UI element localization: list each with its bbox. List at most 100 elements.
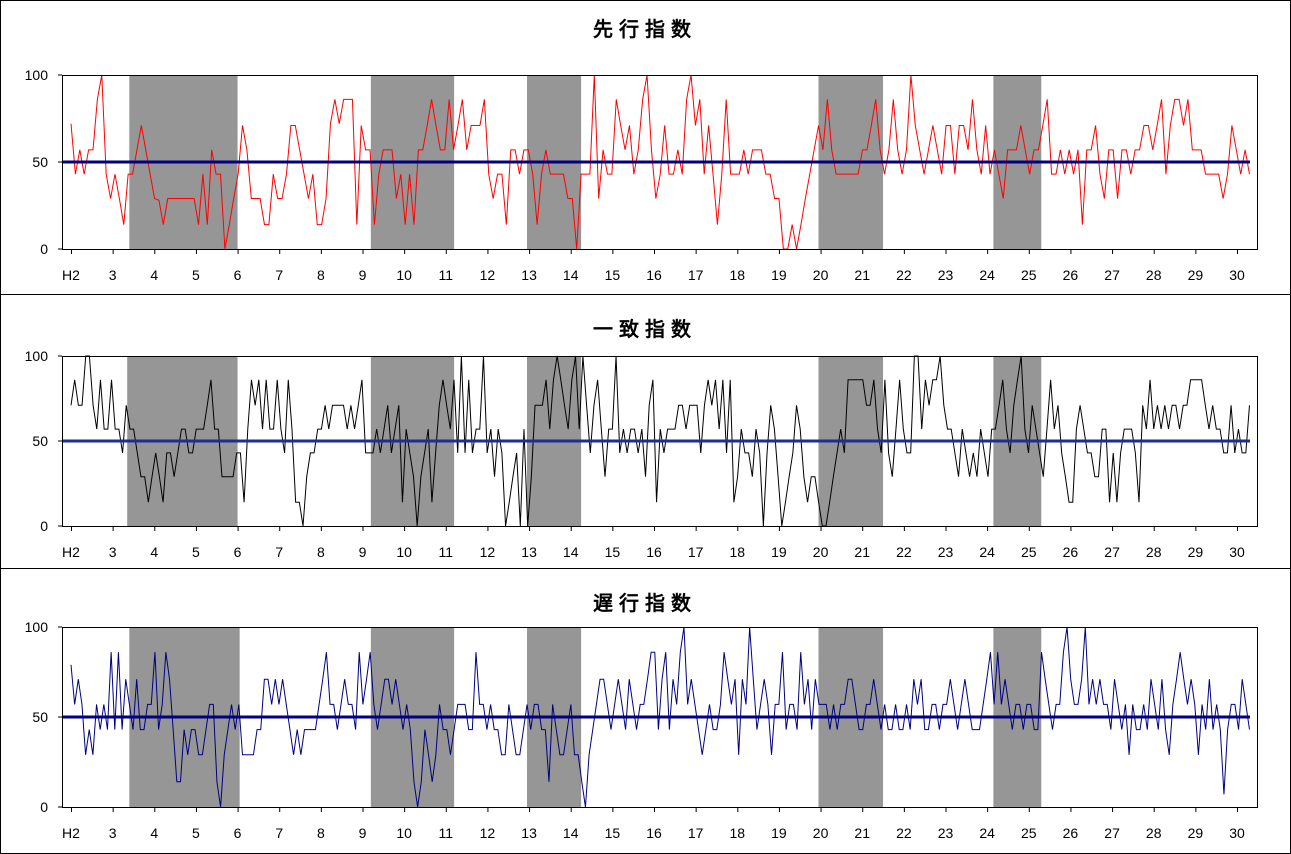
x-tick-label: 23: [938, 544, 954, 560]
x-tick-label: 18: [729, 544, 745, 560]
series-line: [70, 74, 1250, 250]
x-tick-label: 20: [813, 267, 829, 283]
x-tick-label: 3: [109, 825, 117, 841]
x-tick-label: 6: [234, 267, 242, 283]
x-tick-label: 3: [109, 544, 117, 560]
panel-3: 遅行指数 0 50 100 H2 3 4 5 6 7 8 9 10 11 12 13 14 15 16 17 18 19 2…: [0, 568, 1291, 841]
x-tick-label: 22: [896, 825, 912, 841]
x-tick-label: 29: [1188, 267, 1204, 283]
panel-title: 遅行指数: [593, 591, 697, 615]
x-tick-label: 11: [439, 825, 454, 841]
x-tick-label: 13: [521, 544, 537, 560]
x-tick-label: 21: [854, 267, 870, 283]
x-tick-label: 28: [1146, 825, 1162, 841]
plot-area-border: [62, 627, 1258, 808]
x-tick-label: 8: [317, 825, 325, 841]
x-tick-label: 13: [521, 825, 537, 841]
y-tick-label: 100: [25, 348, 49, 364]
x-tick-label: 8: [317, 267, 325, 283]
series-line: [70, 626, 1250, 808]
plot-area-border: [62, 356, 1258, 527]
x-tick-label: 22: [896, 267, 912, 283]
y-tick-label: 0: [40, 241, 48, 257]
panel-2: 一致指数 0 50 100 H2 3 4 5 6 7 8 9 10 11 12 13 14 15 16 17 18 19 2…: [0, 294, 1291, 560]
x-tick-label: 16: [646, 544, 662, 560]
x-tick-label: 16: [646, 825, 662, 841]
x-tick-label: 21: [854, 825, 870, 841]
x-tick-label: 4: [150, 544, 158, 560]
x-tick-label: 26: [1063, 825, 1079, 841]
x-tick-label: 17: [688, 544, 704, 560]
x-tick-label: 5: [192, 825, 200, 841]
x-tick-label: 20: [813, 825, 829, 841]
x-tick-label: 7: [275, 544, 283, 560]
x-tick-label: 25: [1021, 544, 1037, 560]
y-tick-label: 0: [40, 799, 48, 815]
x-tick-label: 4: [150, 267, 158, 283]
x-tick-label: 28: [1146, 267, 1162, 283]
series-line: [70, 355, 1250, 527]
x-tick-label: 10: [396, 825, 412, 841]
x-tick-label: 15: [605, 825, 621, 841]
x-tick-label: 30: [1229, 267, 1245, 283]
x-tick-label: 15: [605, 544, 621, 560]
y-tick-label: 50: [32, 433, 48, 449]
x-tick-label: 23: [938, 825, 954, 841]
x-tick-label: H2: [62, 825, 80, 841]
x-tick-label: 17: [688, 825, 704, 841]
x-tick-label: 28: [1146, 544, 1162, 560]
x-tick-label: 21: [854, 544, 870, 560]
x-tick-label: 14: [563, 825, 579, 841]
x-tick-label: 30: [1229, 544, 1245, 560]
x-tick-label: 8: [317, 544, 325, 560]
x-tick-label: H2: [62, 267, 80, 283]
x-tick-label: 27: [1104, 544, 1120, 560]
x-tick-label: 14: [563, 544, 579, 560]
x-tick-label: 24: [979, 825, 995, 841]
x-tick-label: 11: [439, 544, 454, 560]
panel-title: 先行指数: [593, 17, 697, 41]
x-tick-label: 12: [480, 267, 496, 283]
x-tick-label: 22: [896, 544, 912, 560]
x-tick-label: 17: [688, 267, 704, 283]
panel-1: 先行指数 0 50 100 H2 3 4 5 6 7 8 9 10 11 12 13 14 15 16 17 18 19 2…: [25, 17, 1258, 283]
x-tick-label: 29: [1188, 825, 1204, 841]
x-tick-label: 12: [480, 825, 496, 841]
x-tick-label: 15: [605, 267, 621, 283]
x-tick-label: 5: [192, 267, 200, 283]
x-tick-label: H2: [62, 544, 80, 560]
x-tick-label: 9: [359, 825, 367, 841]
x-tick-label: 19: [771, 544, 787, 560]
x-tick-label: 24: [979, 267, 995, 283]
plot-area-border: [62, 75, 1258, 250]
x-tick-label: 6: [234, 825, 242, 841]
x-tick-label: 7: [275, 825, 283, 841]
x-tick-label: 26: [1063, 544, 1079, 560]
x-tick-label: 19: [771, 267, 787, 283]
x-tick-label: 11: [439, 267, 454, 283]
x-tick-label: 24: [979, 544, 995, 560]
y-tick-label: 50: [32, 154, 48, 170]
x-tick-label: 12: [480, 544, 496, 560]
x-tick-label: 13: [521, 267, 537, 283]
y-tick-label: 50: [32, 709, 48, 725]
x-tick-label: 9: [359, 544, 367, 560]
x-tick-label: 7: [275, 267, 283, 283]
x-tick-label: 25: [1021, 267, 1037, 283]
x-tick-label: 27: [1104, 825, 1120, 841]
x-tick-label: 10: [396, 544, 412, 560]
y-tick-label: 0: [40, 518, 48, 534]
x-tick-label: 16: [646, 267, 662, 283]
panel-title: 一致指数: [593, 317, 697, 341]
x-tick-label: 30: [1229, 825, 1245, 841]
x-tick-label: 18: [729, 267, 745, 283]
x-tick-label: 4: [150, 825, 158, 841]
y-tick-label: 100: [25, 619, 49, 635]
x-tick-label: 23: [938, 267, 954, 283]
x-tick-label: 6: [234, 544, 242, 560]
x-tick-label: 26: [1063, 267, 1079, 283]
y-tick-label: 100: [25, 67, 49, 83]
x-tick-label: 10: [396, 267, 412, 283]
